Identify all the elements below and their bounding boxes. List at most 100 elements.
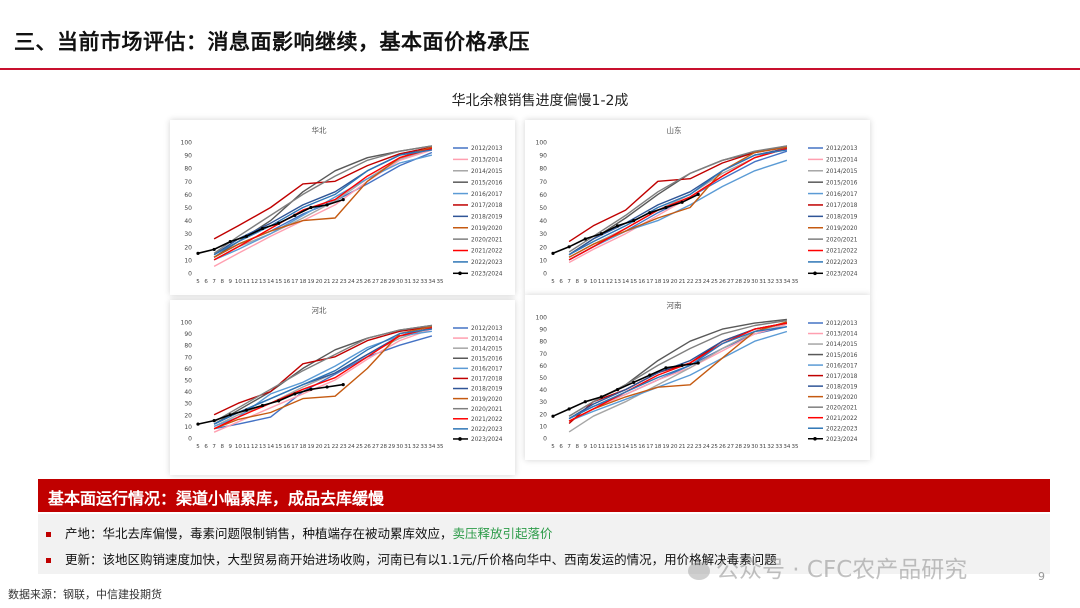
banner-text: 基本面运行情况：渠道小幅累库，成品去库缓慢 <box>48 489 385 508</box>
bullet-text-2: 更新：该地区购销速度加快，大型贸易商开始进场收购，河南已有以1.1元/斤价格向华… <box>65 552 777 567</box>
x-tick-label: 22 <box>332 444 339 450</box>
y-tick-label: 90 <box>184 331 192 338</box>
data-point <box>244 234 248 238</box>
x-tick-label: 16 <box>638 444 645 450</box>
data-point <box>648 373 652 377</box>
x-tick-label: 32 <box>767 444 774 450</box>
legend-label: 2023/2024 <box>826 272 858 278</box>
series-line <box>568 149 788 256</box>
x-tick-label: 26 <box>719 444 726 450</box>
x-tick-label: 9 <box>229 279 233 285</box>
x-tick-label: 13 <box>614 444 621 450</box>
y-tick-label: 20 <box>184 244 192 251</box>
x-tick-label: 10 <box>590 279 597 285</box>
y-tick-label: 80 <box>184 343 192 350</box>
series-line <box>568 321 788 422</box>
x-tick-label: 10 <box>235 444 242 450</box>
data-point <box>244 408 248 412</box>
y-tick-label: 40 <box>184 389 192 396</box>
x-tick-label: 33 <box>420 444 427 450</box>
x-tick-label: 25 <box>711 444 718 450</box>
legend-label: 2015/2016 <box>826 180 858 186</box>
x-tick-label: 8 <box>220 279 224 285</box>
x-tick-label: 28 <box>735 444 742 450</box>
legend-label: 2016/2017 <box>826 363 858 369</box>
x-tick-label: 33 <box>775 279 782 285</box>
x-tick-label: 7 <box>567 279 571 285</box>
x-tick-label: 30 <box>396 279 403 285</box>
data-point <box>664 205 668 210</box>
series-line <box>213 147 433 261</box>
x-tick-label: 24 <box>703 279 710 285</box>
legend-label: 2020/2021 <box>826 405 858 411</box>
x-tick-label: 6 <box>204 444 208 450</box>
y-tick-label: 30 <box>184 231 192 238</box>
x-tick-label: 19 <box>307 444 314 450</box>
x-tick-label: 27 <box>727 444 734 450</box>
legend-label: 2021/2022 <box>826 249 858 255</box>
y-tick-label: 20 <box>539 411 547 418</box>
x-tick-label: 25 <box>711 279 718 285</box>
x-tick-label: 34 <box>428 444 435 450</box>
series-line <box>568 147 788 261</box>
chart-panel-huabei: 华北 0 10 20 30 40 50 60 70 80 90 100 5 6 7 8 9 10 11 12 13 14 1… <box>170 120 515 295</box>
x-tick-label: 18 <box>299 279 306 285</box>
legend-label: 2013/2014 <box>826 332 858 338</box>
bullet-item-1: 产地：华北去库偏慢，毒素问题限制销售，种植端存在被动累库效应，卖压释放引起落价 <box>46 523 553 542</box>
y-tick-label: 30 <box>184 401 192 408</box>
x-tick-label: 26 <box>364 279 371 285</box>
data-point <box>228 413 232 417</box>
series-line <box>552 362 699 417</box>
data-point <box>567 245 571 249</box>
x-tick-label: 22 <box>687 444 694 450</box>
series-line <box>568 145 788 253</box>
bullet-icon <box>46 558 51 563</box>
x-tick-label: 9 <box>584 279 588 285</box>
x-tick-label: 12 <box>606 444 613 450</box>
legend-label: 2022/2023 <box>826 426 858 432</box>
data-point <box>196 422 200 426</box>
series-line <box>568 330 788 422</box>
x-tick-label: 30 <box>751 279 758 285</box>
legend-label: 2018/2019 <box>471 215 503 221</box>
x-tick-label: 25 <box>356 279 363 285</box>
data-point <box>583 400 587 404</box>
x-tick-label: 23 <box>340 279 347 285</box>
x-tick-label: 31 <box>759 279 766 285</box>
x-tick-label: 23 <box>695 444 702 450</box>
x-tick-label: 17 <box>291 279 298 285</box>
series-line <box>213 327 433 430</box>
x-tick-label: 22 <box>332 279 339 285</box>
x-tick-label: 16 <box>283 279 290 285</box>
series-line <box>213 330 432 428</box>
chart-title: 河北 <box>312 306 327 315</box>
data-point <box>551 251 555 255</box>
legend-label: 2018/2019 <box>471 387 503 393</box>
x-tick-label: 15 <box>630 279 637 285</box>
data-point <box>309 205 313 210</box>
x-tick-label: 10 <box>235 279 242 285</box>
x-tick-label: 19 <box>662 444 669 450</box>
y-tick-label: 10 <box>539 257 547 264</box>
x-tick-label: 5 <box>551 279 555 285</box>
x-tick-label: 7 <box>567 444 571 450</box>
legend-label: 2015/2016 <box>826 353 858 359</box>
x-tick-label: 31 <box>404 444 411 450</box>
x-tick-label: 21 <box>324 444 331 450</box>
y-tick-label: 100 <box>181 140 193 147</box>
x-tick-label: 15 <box>630 444 637 450</box>
data-point <box>583 237 587 241</box>
chart-panel-hebei: 河北 0 10 20 30 40 50 60 70 80 90 100 5 6 7 8 9 10 11 12 13 14 1… <box>170 300 515 475</box>
x-tick-label: 11 <box>243 444 250 450</box>
x-tick-label: 27 <box>372 279 379 285</box>
y-tick-label: 10 <box>184 424 192 431</box>
series-line <box>568 323 788 422</box>
x-tick-label: 35 <box>792 279 799 285</box>
x-tick-label: 35 <box>792 444 799 450</box>
legend-label: 2021/2022 <box>471 417 503 423</box>
x-tick-label: 20 <box>671 444 678 450</box>
x-tick-label: 13 <box>259 279 266 285</box>
series-line <box>568 322 788 433</box>
